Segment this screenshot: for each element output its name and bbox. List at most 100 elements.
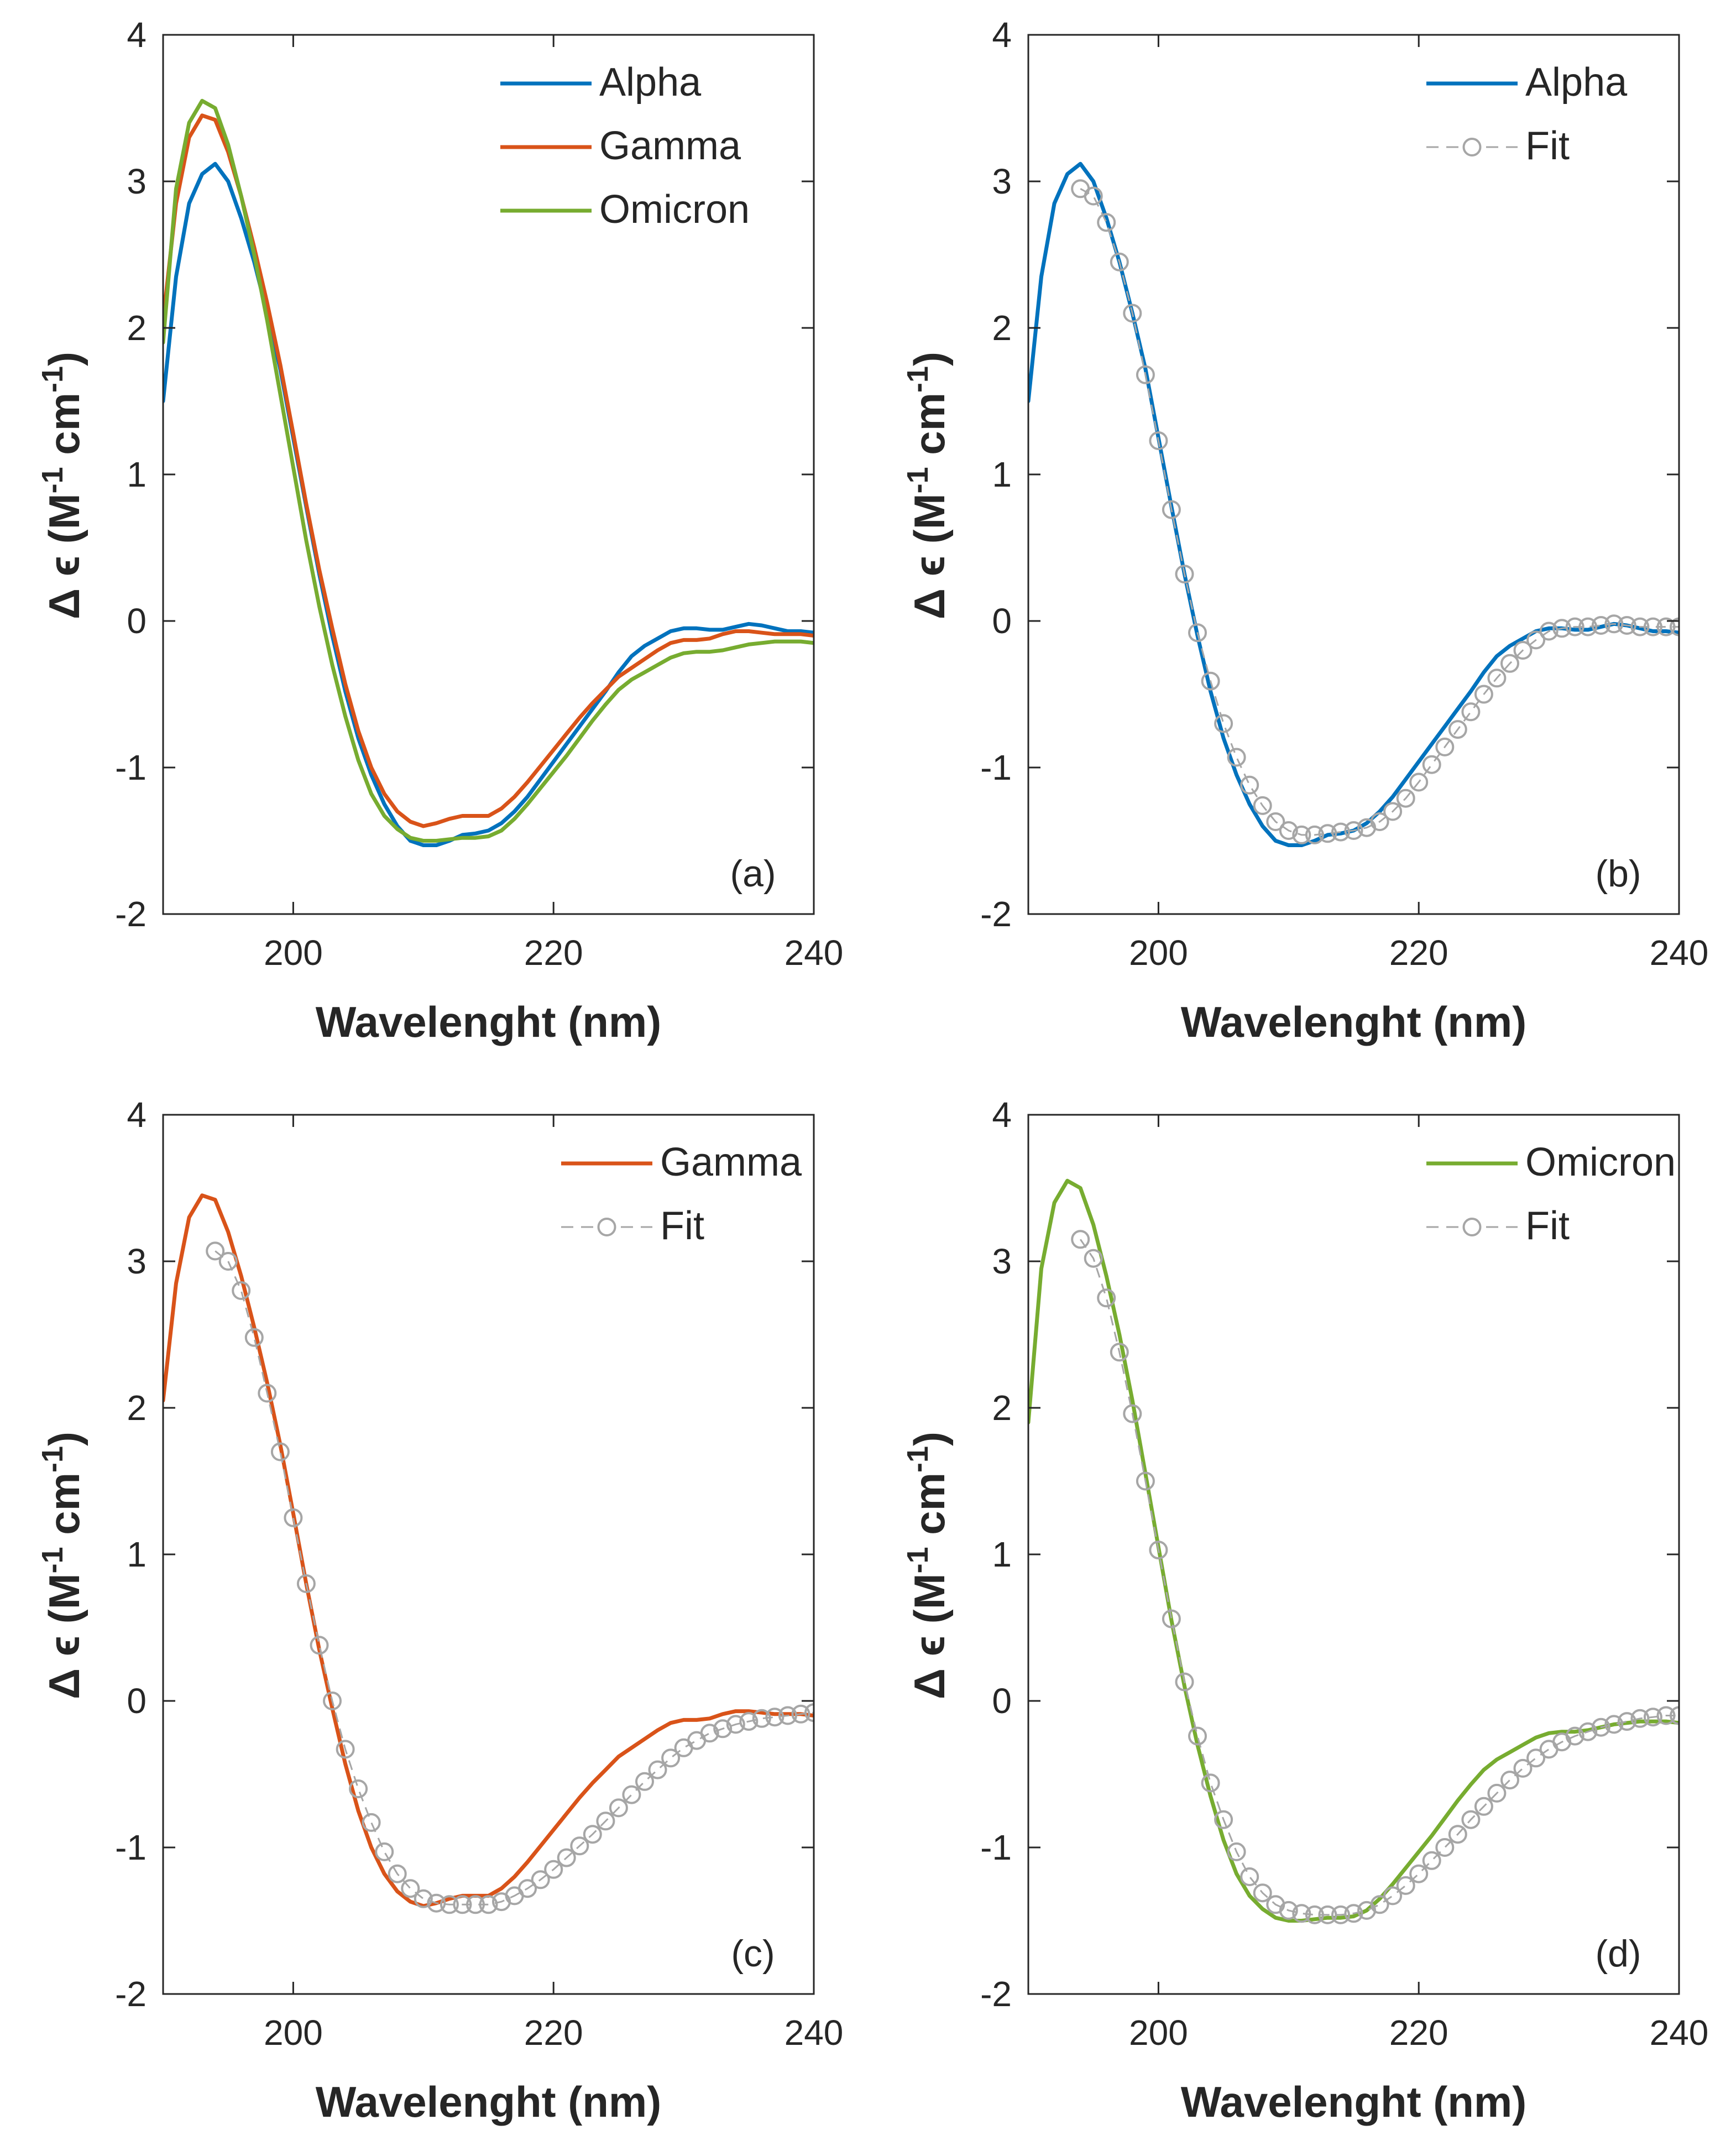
x-tick-label: 240 [1650, 933, 1709, 973]
fit-point [1149, 1541, 1168, 1560]
fit-point [648, 1760, 667, 1779]
fit-point [1500, 654, 1519, 673]
fit-point [440, 1895, 459, 1914]
fit-point [1097, 1288, 1116, 1308]
y-axis-title: Δ ϵ (M-1 cm-1) [901, 1432, 954, 1699]
fit-point [1552, 619, 1572, 638]
x-tick-label: 240 [785, 933, 844, 973]
y-tick-label: -1 [115, 1828, 147, 1867]
series-line-omicron [163, 98, 814, 843]
x-axis-title: Wavelenght (nm) [316, 2077, 661, 2126]
fit-point [1292, 1904, 1311, 1923]
series-omicron [1028, 1178, 1679, 1923]
fit-point [414, 1889, 433, 1908]
fit-point [596, 1812, 615, 1831]
fit-point [1383, 1886, 1403, 1906]
y-axis-title-sup: -1 [36, 1547, 69, 1573]
legend: Omicron Fit [1426, 1140, 1676, 1248]
fit-point [479, 1895, 498, 1914]
fit-point [1188, 623, 1207, 643]
x-tick-label: 220 [524, 933, 583, 973]
panel-label: (a) [730, 853, 776, 895]
x-tick-label: 200 [264, 933, 323, 973]
fit-point [1422, 755, 1441, 774]
fit-point [1630, 617, 1650, 636]
y-tick-label: 2 [992, 1388, 1012, 1428]
fit-point [1084, 186, 1103, 206]
fit-point [1539, 622, 1559, 641]
legend-entry-fit: Fit [660, 1204, 704, 1248]
fit-point [466, 1895, 485, 1914]
legend-entry-alpha: Alpha [1525, 60, 1628, 105]
fit-point [1670, 617, 1679, 636]
y-tick-label: -2 [980, 1974, 1012, 2014]
y-axis-title-sup: -1 [36, 1446, 69, 1473]
fit-point [1604, 1715, 1624, 1734]
fit-point [1487, 669, 1507, 688]
fit-point [1253, 1883, 1272, 1903]
x-axis-title: Wavelenght (nm) [1181, 998, 1526, 1046]
fit-point [296, 1574, 316, 1593]
legend: Alpha Gamma Omicron [500, 60, 750, 232]
fit-point [1643, 617, 1662, 636]
fit-point [349, 1779, 368, 1798]
y-tick-label: 2 [992, 308, 1012, 348]
fit-point [1305, 1905, 1324, 1924]
fit-point [453, 1895, 472, 1914]
fit-point [1396, 1876, 1415, 1895]
legend-entry-fit: Fit [1525, 1204, 1570, 1248]
y-axis-title-sup: -1 [901, 366, 934, 393]
x-tick-label: 240 [785, 2013, 844, 2053]
fit-point [1305, 825, 1324, 844]
y-axis-title-part: cm [905, 393, 954, 467]
y-tick-label: -1 [980, 748, 1012, 787]
fit-point [206, 1241, 225, 1261]
fit-point [362, 1813, 381, 1832]
y-axis-title: Δ ϵ (M-1 cm-1) [36, 1432, 88, 1699]
fit-point [284, 1508, 303, 1527]
y-axis-title-part: ) [905, 1432, 954, 1446]
fit-point [1604, 614, 1624, 634]
series-fit [1071, 1230, 1679, 1924]
fit-point [310, 1636, 329, 1655]
fit-point [218, 1252, 238, 1271]
fit-point [1201, 671, 1220, 691]
fit-point [1422, 1851, 1441, 1870]
fit-point [752, 1709, 771, 1728]
x-tick-label: 220 [1389, 933, 1448, 973]
legend-entry-omicron: Omicron [599, 187, 750, 232]
fit-point [1643, 1708, 1662, 1727]
fit-point [1136, 365, 1155, 384]
fit-point [1110, 252, 1129, 272]
fit-point [1331, 822, 1350, 842]
fit-point [1487, 1783, 1507, 1803]
fit-point [1162, 500, 1181, 519]
fit-point [1266, 812, 1285, 831]
fit-point [336, 1740, 355, 1759]
y-tick-label: 1 [992, 1534, 1012, 1574]
fit-point [1214, 1810, 1233, 1829]
y-axis-title-part: ) [40, 352, 88, 366]
y-tick-label: 3 [127, 161, 147, 201]
panel-label: (b) [1595, 853, 1641, 895]
series-fit [1071, 179, 1679, 844]
legend-entry-omicron: Omicron [1525, 1140, 1676, 1184]
series-line-omicron [1028, 1178, 1679, 1923]
series-line-gamma [163, 113, 814, 828]
series-omicron [163, 98, 814, 843]
series-fit-dash [215, 1250, 814, 1906]
fit-point [1175, 565, 1194, 584]
fit-point [1175, 1672, 1194, 1692]
fit-point [1162, 1609, 1181, 1628]
fit-point [622, 1785, 641, 1804]
fit-point [1656, 1706, 1676, 1725]
x-tick-label: 200 [1129, 933, 1188, 973]
fit-point [427, 1893, 446, 1913]
fit-point [1149, 431, 1168, 450]
fit-point [1279, 1901, 1298, 1920]
fit-point [1409, 1864, 1429, 1883]
fit-point [1409, 772, 1429, 792]
